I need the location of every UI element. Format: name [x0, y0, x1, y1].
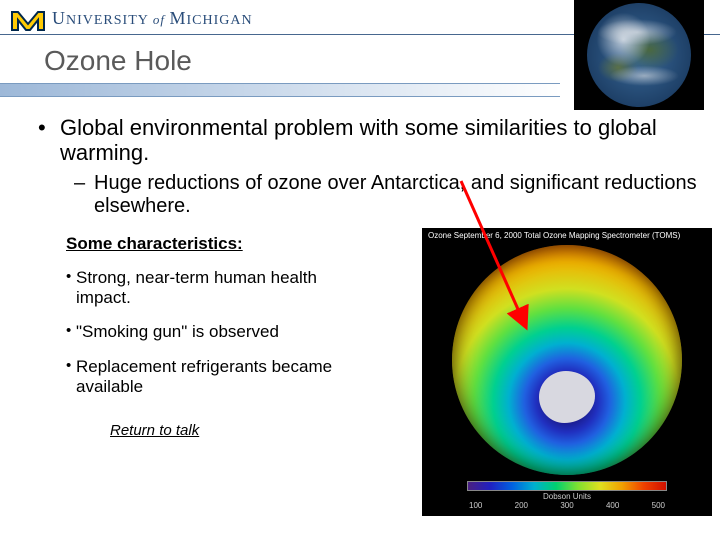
tick: 300 [560, 501, 573, 510]
colorbar-ticks: 100 200 300 400 500 [467, 501, 667, 510]
ozone-globe [452, 245, 682, 475]
characteristics-header: Some characteristics: [66, 234, 336, 254]
university-name: UNIVERSITY of MICHIGAN [52, 8, 253, 29]
characteristic-item: Strong, near-term human health impact. [66, 268, 336, 309]
colorbar-label: Dobson Units [467, 492, 667, 501]
content-area: Global environmental problem with some s… [0, 97, 720, 218]
colorbar-gradient [467, 481, 667, 491]
bullet-sub: Huge reductions of ozone over Antarctica… [30, 172, 700, 218]
tick: 200 [515, 501, 528, 510]
antarctica-shape [539, 371, 595, 423]
tick: 100 [469, 501, 482, 510]
characteristics-column: Some characteristics: Strong, near-term … [66, 228, 336, 439]
tick: 500 [652, 501, 665, 510]
title-underline-bar [0, 83, 560, 97]
ozone-map-figure: Ozone September 6, 2000 Total Ozone Mapp… [422, 228, 712, 516]
earth-photo [574, 0, 704, 110]
return-to-talk-link[interactable]: Return to talk [110, 422, 336, 439]
colorbar: Dobson Units 100 200 300 400 500 [467, 481, 667, 510]
characteristic-item: "Smoking gun" is observed [66, 322, 336, 342]
tick: 400 [606, 501, 619, 510]
earth-globe-icon [587, 3, 691, 107]
figure-caption: Ozone September 6, 2000 Total Ozone Mapp… [422, 228, 712, 243]
block-m-logo [10, 4, 46, 32]
characteristic-item: Replacement refrigerants became availabl… [66, 357, 336, 398]
bullet-main: Global environmental problem with some s… [30, 115, 700, 166]
